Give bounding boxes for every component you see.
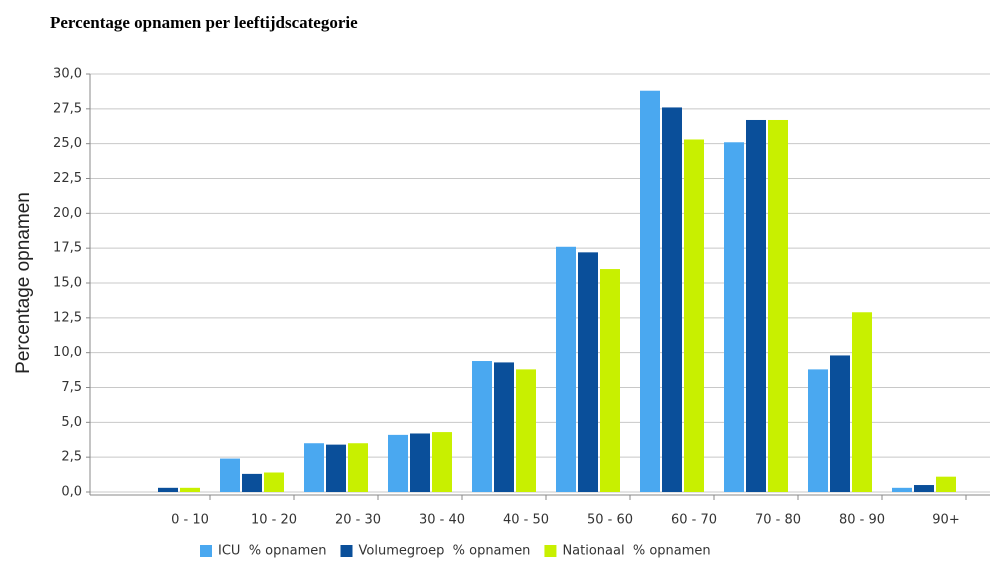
- y-tick-label: 17,5: [53, 241, 82, 256]
- bar: [808, 369, 828, 492]
- y-tick-label: 10,0: [53, 345, 82, 360]
- bar: [936, 476, 956, 492]
- x-tick-label: 40 - 50: [503, 513, 549, 528]
- x-tick-label: 70 - 80: [755, 513, 801, 528]
- bar: [852, 312, 872, 492]
- x-tick-label: 0 - 10: [171, 513, 209, 528]
- chart-title: Percentage opnamen per leeftijdscategori…: [50, 13, 358, 32]
- x-tick-label: 90+: [932, 513, 959, 528]
- y-tick-label: 20,0: [53, 206, 82, 221]
- bar: [158, 487, 178, 492]
- y-tick-label: 7,5: [61, 380, 82, 395]
- bar: [410, 433, 430, 492]
- bar: [516, 369, 536, 492]
- bar: [304, 443, 324, 492]
- bar: [180, 487, 200, 492]
- y-tick-label: 0,0: [61, 485, 82, 500]
- y-tick-label: 27,5: [53, 101, 82, 116]
- legend-label: Volumegroep % opnamen: [359, 544, 531, 559]
- bar: [892, 487, 912, 492]
- bar: [662, 107, 682, 492]
- bar: [578, 252, 598, 492]
- bar: [830, 355, 850, 492]
- y-axis-label: Percentage opnamen: [13, 192, 34, 374]
- bar: [914, 485, 934, 492]
- bar: [242, 473, 262, 492]
- y-tick-label: 22,5: [53, 171, 82, 186]
- bar: [472, 361, 492, 492]
- x-tick-label: 80 - 90: [839, 513, 885, 528]
- x-tick-label: 50 - 60: [587, 513, 633, 528]
- bar: [220, 458, 240, 492]
- bar: [640, 90, 660, 492]
- y-tick-label: 2,5: [61, 450, 82, 465]
- bar: [556, 246, 576, 492]
- x-tick-label: 60 - 70: [671, 513, 717, 528]
- y-tick-label: 12,5: [53, 310, 82, 325]
- legend-swatch: [340, 545, 353, 557]
- bar: [388, 434, 408, 492]
- legend-label: Nationaal % opnamen: [562, 544, 710, 559]
- bar: [432, 432, 452, 492]
- legend-swatch: [200, 545, 212, 557]
- bar: [768, 119, 788, 492]
- legend-swatch: [544, 545, 557, 557]
- y-tick-label: 30,0: [53, 67, 82, 82]
- bar: [724, 142, 744, 493]
- bar: [746, 119, 766, 492]
- y-tick-label: 5,0: [61, 415, 82, 430]
- y-tick-label: 15,0: [53, 276, 82, 291]
- x-tick-label: 10 - 20: [251, 513, 297, 528]
- legend-label: ICU % opnamen: [218, 544, 327, 559]
- x-tick-label: 20 - 30: [335, 513, 381, 528]
- x-tick-label: 30 - 40: [419, 513, 465, 528]
- bar: [494, 362, 514, 492]
- bar: [326, 444, 346, 492]
- bar: [264, 472, 284, 492]
- bar: [600, 269, 620, 492]
- y-tick-label: 25,0: [53, 136, 82, 151]
- bar: [348, 443, 368, 492]
- bar: [684, 139, 704, 492]
